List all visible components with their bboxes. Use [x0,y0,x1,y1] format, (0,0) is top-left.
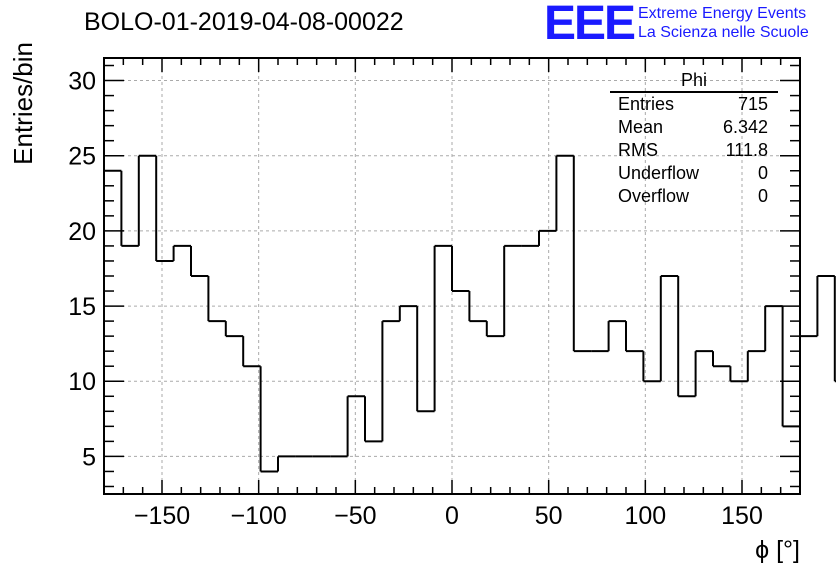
stats-value: 0 [757,186,768,206]
y-tick-label: 25 [68,143,96,171]
logo-caption: Extreme Energy Events La Scienza nelle S… [638,4,809,42]
y-tick-label: 15 [68,293,96,321]
stats-value: 6.342 [722,117,768,137]
y-tick-label: 30 [68,68,96,96]
x-tick-label: 150 [721,502,763,530]
stats-label: Underflow [618,163,700,183]
x-tick-label: 0 [445,502,459,530]
logo-caption-line2: La Scienza nelle Scuole [638,24,809,41]
y-tick-label: 10 [68,368,96,396]
stats-row-mean: Mean 6.342 [608,116,778,139]
y-tick-label: 20 [68,218,96,246]
stats-value: 111.8 [725,140,768,160]
x-tick-label: −150 [134,502,190,530]
y-axis-label: Entries/bin [8,42,38,165]
stats-row-rms: RMS 111.8 [608,139,778,162]
x-tick-label: 50 [535,502,563,530]
x-tick-label: −50 [334,502,376,530]
y-tick-label: 5 [82,443,96,471]
tick-labels: −150 −100 −50 0 50 100 150 5 10 15 20 25 30 [68,68,763,530]
stats-box: Phi Entries 715 Mean 6.342 RMS 111.8 Und… [608,70,778,208]
x-tick-label: −100 [231,502,287,530]
grid-lines [104,58,800,494]
stats-label: Entries [618,94,675,114]
stats-row-entries: Entries 715 [608,93,778,116]
x-axis-label: ϕ [°] [755,536,800,564]
stats-label: RMS [618,140,658,160]
stats-value: 715 [737,94,768,114]
stats-row-underflow: Underflow 0 [608,162,778,185]
stats-row-overflow: Overflow 0 [608,185,778,208]
stats-label: Mean [618,117,664,137]
chart-title: BOLO-01-2019-04-08-00022 [84,8,404,36]
tick-marks [103,58,801,494]
eee-logo: EEE [544,0,636,50]
x-tick-label: 100 [624,502,666,530]
stats-value: 0 [757,163,768,183]
logo-caption-line1: Extreme Energy Events [638,5,807,22]
stats-label: Overflow [618,186,690,206]
stats-box-title: Phi [610,70,778,93]
